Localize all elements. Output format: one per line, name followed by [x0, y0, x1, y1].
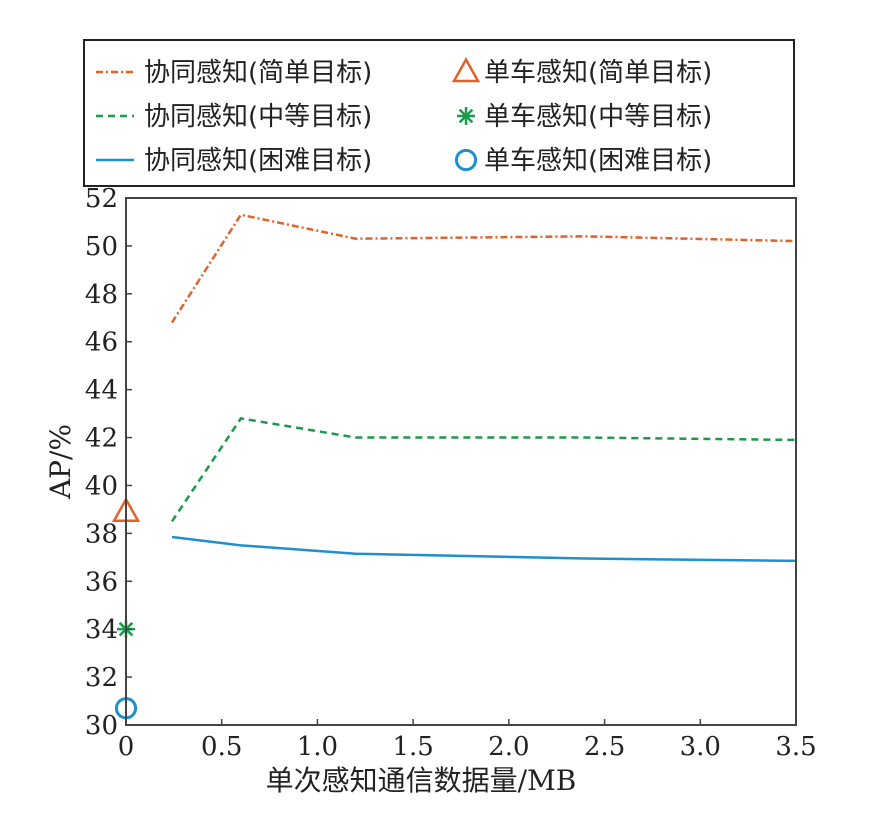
y-tick-label: 46: [85, 328, 118, 358]
legend: 协同感知(简单目标) 协同感知(中等目标) 协同感知(困难目标) 单车感知(简单目标)…: [83, 39, 795, 187]
y-tick-label: 30: [85, 711, 118, 741]
y-tick-label: 44: [85, 376, 118, 406]
y-tick-label: 34: [85, 615, 118, 645]
legend-label: 单车感知(中等目标): [484, 102, 712, 132]
series-line-0: [170, 213, 797, 324]
y-tick-label: 32: [85, 663, 118, 693]
y-tick-label: 36: [85, 567, 118, 597]
legend-item-0: 协同感知(简单目标): [96, 58, 372, 88]
legend-item-1: 协同感知(中等目标): [96, 102, 372, 132]
x-tick-label: 0: [118, 732, 135, 762]
legend-marker-swatch: [454, 148, 478, 172]
y-tick-label: 42: [85, 424, 118, 454]
legend-item-2: 协同感知(困难目标): [96, 146, 372, 176]
y-tick-label: 50: [85, 232, 118, 262]
axes: 0 0.5 1.0 1.5 2.0 2.5 3.0 3.5 30 32 34 36 38 40 42 44 46…: [44, 184, 817, 797]
legend-marker-swatch-stroke: [458, 108, 474, 124]
x-tick-label: 2.0: [488, 732, 529, 762]
legend-label: 协同感知(中等目标): [144, 102, 372, 132]
legend-label: 协同感知(简单目标): [144, 58, 372, 88]
x-tick-label: 0.5: [201, 732, 242, 762]
series-line-2: [171, 535, 797, 563]
y-tick-label: 40: [85, 471, 118, 501]
plot-area: [111, 213, 797, 720]
legend-marker-swatch: [451, 57, 481, 83]
y-tick-label: 52: [85, 184, 118, 214]
legend-item-5: 单车感知(困难目标): [454, 146, 712, 176]
plot-frame: [125, 197, 797, 726]
legend-item-4: 单车感知(中等目标): [457, 102, 712, 132]
y-tick-label: 38: [85, 519, 118, 549]
legend-label: 单车感知(困难目标): [484, 146, 712, 176]
legend-item-3: 单车感知(简单目标): [451, 57, 712, 88]
legend-marker-swatch: [457, 107, 475, 125]
y-tick-label: 48: [85, 280, 118, 310]
x-tick-label: 1.5: [392, 732, 433, 762]
x-axis-title: 单次感知通信数据量/MB: [266, 764, 577, 797]
y-axis-title: AP/%: [44, 424, 77, 500]
x-tick-label: 3.5: [775, 732, 816, 762]
legend-box: [83, 39, 795, 187]
legend-label: 协同感知(困难目标): [144, 146, 372, 176]
legend-label: 单车感知(简单目标): [484, 58, 712, 88]
x-tick-label: 3.0: [680, 732, 721, 762]
series-line-1: [170, 417, 797, 523]
x-tick-label: 2.5: [584, 732, 625, 762]
x-tick-label: 1.0: [297, 732, 338, 762]
